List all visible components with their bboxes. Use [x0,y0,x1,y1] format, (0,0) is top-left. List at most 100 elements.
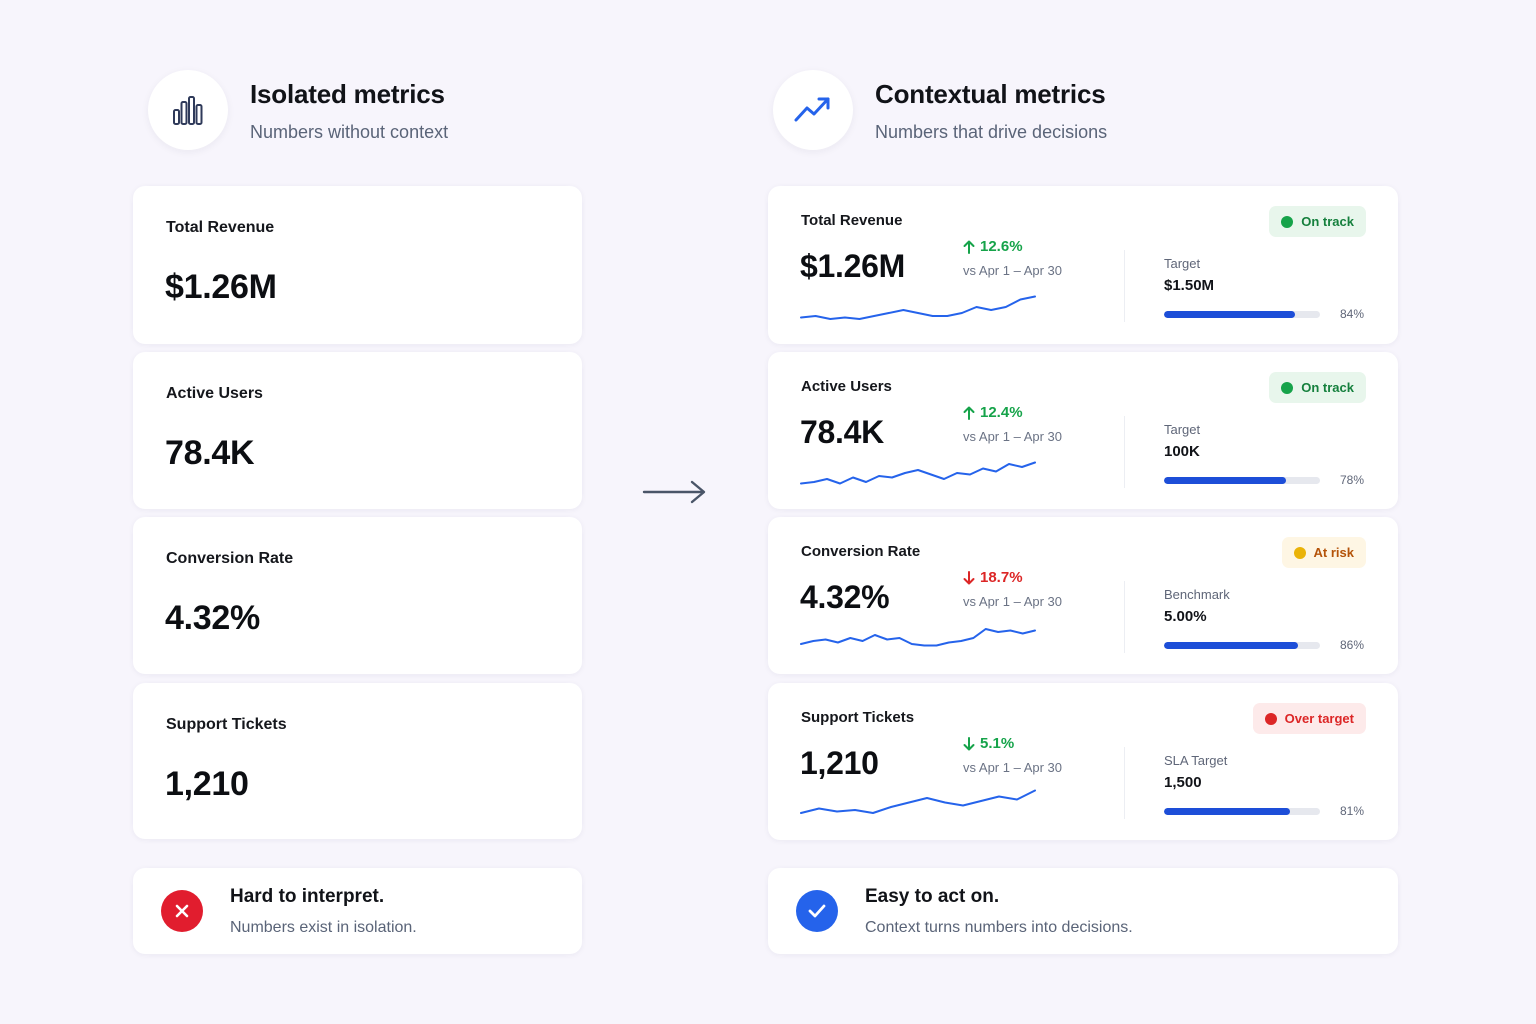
target-value: 100K [1164,443,1200,460]
status-dot [1264,712,1277,725]
metric-value: 4.32% [165,599,260,637]
target-value: $1.50M [1164,277,1215,294]
metric-label: Total Revenue [801,212,903,229]
arrow-up-icon [963,406,975,420]
delta-value: 12.6% [980,238,1023,255]
delta-indicator: 12.6% [963,238,1023,255]
progress-fill [1164,808,1291,815]
target-label: Target [1164,422,1201,437]
divider [1124,581,1125,653]
arrow-right-icon [642,478,708,511]
isolated-footer: Hard to interpret. Numbers exist in isol… [133,868,582,954]
progress-fill [1164,642,1299,649]
contextual-card-conversion: Conversion Rate 4.32% 18.7% vs Apr 1 – A… [768,517,1398,674]
progress-bar [1164,808,1320,815]
metric-value: 78.4K [800,414,884,450]
status-badge: At risk [1281,537,1366,568]
sparkline [800,461,1036,485]
arrow-down-icon [963,570,975,585]
metric-value: $1.26M [800,248,905,284]
contextual-card-revenue: Total Revenue $1.26M 12.6% vs Apr 1 – Ap… [768,186,1398,344]
footer-subtitle: Context turns numbers into decisions. [865,919,1133,936]
footer-title: Hard to interpret. [230,886,385,907]
progress-bar [1164,642,1320,649]
metric-label: Active Users [166,385,263,402]
status-badge: On track [1269,372,1366,403]
sparkline-path [800,461,1036,485]
target-label: Benchmark [1164,587,1230,602]
comparison-period: vs Apr 1 – Apr 30 [963,429,1063,444]
metric-label: Total Revenue [166,219,275,236]
status-badge: On track [1269,206,1366,237]
status-text: On track [1301,214,1354,229]
status-text: Over target [1284,711,1354,726]
isolated-card-conversion: Conversion Rate 4.32% [133,517,582,674]
check-icon [796,890,838,932]
metric-label: Conversion Rate [166,550,294,567]
delta-indicator: 12.4% [963,404,1023,421]
target-label: Target [1164,256,1201,271]
divider [1124,747,1125,819]
status-dot [1281,381,1294,394]
progress-percent: 86% [1339,638,1364,652]
footer-title: Easy to act on. [865,886,1000,907]
isolated-card-users: Active Users 78.4K [133,352,582,509]
progress-fill [1164,311,1296,318]
bar-chart-icon [148,70,228,150]
status-dot [1281,215,1294,228]
metric-value: 4.32% [800,579,890,615]
isolated-card-tickets: Support Tickets 1,210 [133,683,582,839]
progress-fill [1164,477,1286,484]
delta-indicator: 18.7% [963,569,1023,586]
progress-percent: 84% [1339,307,1364,321]
metric-value: 1,210 [800,745,879,781]
footer-subtitle: Numbers exist in isolation. [230,919,417,936]
contextual-footer: Easy to act on. Context turns numbers in… [768,868,1398,954]
contextual-subtitle: Numbers that drive decisions [875,122,1108,142]
delta-value: 18.7% [980,569,1023,586]
sparkline [800,789,1036,814]
sparkline-path [800,628,1036,647]
status-badge: Over target [1252,703,1366,734]
isolated-header: Isolated metrics Numbers without context [148,70,448,150]
sparkline-path [800,295,1036,320]
delta-indicator: 5.1% [963,735,1014,752]
arrow-up-icon [963,240,975,254]
divider [1124,250,1125,322]
target-value: 5.00% [1164,608,1207,625]
metric-label: Support Tickets [166,716,287,733]
close-icon [161,890,203,932]
arrow-down-icon [963,736,975,751]
status-dot [1293,546,1306,559]
status-text: At risk [1313,545,1354,560]
sparkline [800,295,1036,320]
metric-value: 78.4K [165,434,255,472]
divider [1124,416,1125,488]
isolated-subtitle: Numbers without context [250,122,449,142]
contextual-title: Contextual metrics [875,79,1106,109]
progress-bar [1164,311,1320,318]
target-label: SLA Target [1164,753,1228,768]
status-text: On track [1301,380,1354,395]
target-value: 1,500 [1164,774,1202,791]
delta-value: 5.1% [980,735,1015,752]
progress-bar [1164,477,1320,484]
contextual-card-tickets: Support Tickets 1,210 5.1% vs Apr 1 – Ap… [768,683,1398,840]
metric-label: Support Tickets [801,709,915,726]
metric-value: 1,210 [165,765,249,803]
contextual-header: Contextual metrics Numbers that drive de… [773,70,1107,150]
metric-value: $1.26M [165,268,277,306]
isolated-card-revenue: Total Revenue $1.26M [133,186,582,344]
metric-label: Conversion Rate [801,543,921,560]
comparison-period: vs Apr 1 – Apr 30 [963,760,1063,775]
sparkline-path [800,789,1036,814]
progress-percent: 81% [1339,804,1364,818]
contextual-card-users: Active Users 78.4K 12.4% vs Apr 1 – Apr … [768,352,1398,509]
progress-percent: 78% [1339,473,1364,487]
trending-up-icon [773,70,853,150]
sparkline [800,628,1036,647]
metric-label: Active Users [801,378,892,395]
isolated-title: Isolated metrics [250,79,445,109]
delta-value: 12.4% [980,404,1023,421]
comparison-period: vs Apr 1 – Apr 30 [963,263,1063,278]
